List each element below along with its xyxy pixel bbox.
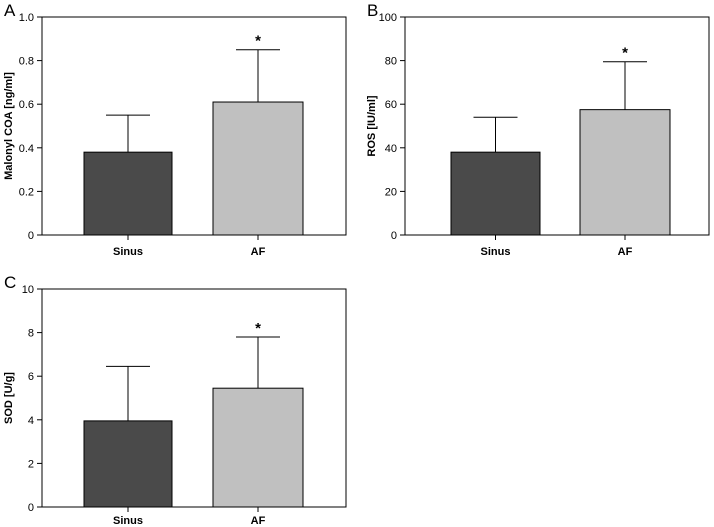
- y-tick-label-c-0: 0: [28, 502, 34, 514]
- y-axis-title-c: SOD [U/g]: [3, 372, 15, 424]
- bar-c-sinus: [83, 420, 173, 508]
- bar-a-sinus: [83, 151, 173, 236]
- y-tick-label-a-1: 0.2: [19, 186, 34, 198]
- category-label-c-af: AF: [251, 515, 266, 527]
- y-tick-label-b-4: 80: [385, 56, 397, 68]
- bar-b-sinus: [450, 151, 541, 236]
- y-tick-label-c-2: 4: [28, 415, 34, 427]
- panel-letter-c: C: [4, 273, 16, 292]
- y-axis-title-a: Malonyl COA [ng/ml]: [3, 72, 15, 180]
- y-tick-label-a-0: 0: [28, 230, 34, 242]
- panel-letter-b: B: [367, 1, 378, 20]
- significance-marker-a-af: *: [255, 33, 261, 50]
- category-label-b-af: AF: [618, 246, 633, 258]
- plot-frame-b: [404, 16, 710, 236]
- panel-letter-a: A: [4, 1, 16, 20]
- y-tick-label-b-5: 100: [379, 12, 397, 24]
- panel-c: C 0 2 4 6 8 10 SOD [U/g] Sinus AF *: [3, 273, 347, 527]
- y-tick-label-b-0: 0: [391, 230, 397, 242]
- panels: A 0 0.2 0.4 0.6 0.8 1.0 Malonyl COA [ng/ml] Sinu…: [3, 1, 710, 527]
- category-label-c-sinus: Sinus: [113, 515, 143, 527]
- panel-b: B 0 20 40 60 80 100 ROS [IU/ml] Sinus AF *: [366, 1, 710, 258]
- plot-frame-a: [41, 16, 347, 236]
- y-tick-label-a-3: 0.6: [19, 99, 34, 111]
- y-tick-label-c-5: 10: [22, 284, 34, 296]
- bar-b-af: [579, 109, 671, 236]
- y-axis-title-b: ROS [IU/ml]: [366, 95, 378, 156]
- y-tick-label-b-3: 60: [385, 99, 397, 111]
- y-tick-label-a-2: 0.4: [19, 143, 34, 155]
- plot-frame-c: [41, 288, 347, 508]
- y-tick-label-a-4: 0.8: [19, 56, 34, 68]
- bar-c-af: [212, 387, 304, 508]
- y-tick-label-c-1: 2: [28, 458, 34, 470]
- y-tick-label-c-3: 6: [28, 371, 34, 383]
- category-label-b-sinus: Sinus: [481, 246, 511, 258]
- y-tick-label-b-1: 20: [385, 186, 397, 198]
- significance-marker-b-af: *: [622, 45, 628, 62]
- panel-a: A 0 0.2 0.4 0.6 0.8 1.0 Malonyl COA [ng/ml] Sinu…: [3, 1, 347, 258]
- y-tick-label-b-2: 40: [385, 143, 397, 155]
- y-tick-label-a-5: 1.0: [19, 12, 34, 24]
- category-label-a-af: AF: [251, 246, 266, 258]
- category-label-a-sinus: Sinus: [113, 246, 143, 258]
- bar-a-af: [212, 101, 304, 236]
- y-tick-label-c-4: 8: [28, 328, 34, 340]
- significance-marker-c-af: *: [255, 320, 261, 337]
